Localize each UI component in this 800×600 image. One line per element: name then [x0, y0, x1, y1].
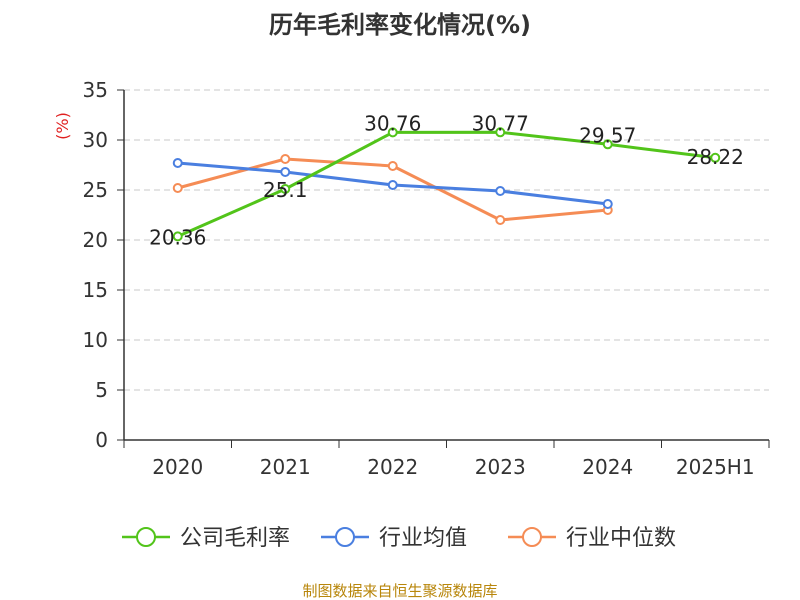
source-note: 制图数据来自恒生聚源数据库 [302, 582, 497, 600]
y-tick-label: 15 [83, 278, 108, 302]
series-0 [172, 127, 721, 242]
x-tick-label: 2025H1 [676, 455, 755, 479]
data-point[interactable] [172, 158, 183, 168]
legend-item-1[interactable]: 行业均值 [321, 526, 467, 551]
legend[interactable]: 公司毛利率 行业均值 行业中位数 [122, 526, 676, 551]
x-tick-label: 2020 [152, 455, 203, 479]
y-tick-label: 0 [95, 428, 108, 452]
data-point[interactable] [387, 180, 398, 190]
legend-label: 公司毛利率 [180, 526, 290, 551]
y-tick-label: 10 [83, 328, 108, 352]
data-label: 30.76 [364, 111, 421, 135]
data-point[interactable] [387, 127, 398, 138]
x-tick-label: 2024 [582, 455, 633, 479]
axes: 0 5 10 15 20 25 30 35 2020 2021 2022 2023 2024 2025H1 [83, 78, 770, 479]
data-point[interactable] [280, 167, 291, 177]
legend-swatch-marker [335, 527, 355, 547]
y-tick-label: 35 [83, 78, 108, 102]
x-tick-label: 2022 [367, 455, 418, 479]
data-point[interactable] [172, 183, 183, 193]
chart-title: 历年毛利率变化情况(%) [269, 11, 531, 39]
y-tick-label: 25 [83, 178, 108, 202]
data-point[interactable] [495, 127, 506, 138]
data-point[interactable] [602, 139, 613, 150]
data-point[interactable] [710, 152, 721, 163]
series-line [176, 130, 717, 238]
legend-label: 行业均值 [379, 526, 467, 551]
y-tick-label: 30 [83, 128, 108, 152]
data-point[interactable] [495, 215, 506, 225]
legend-swatch-marker [136, 527, 156, 547]
data-label: 30.77 [472, 111, 529, 135]
data-label: 29.57 [579, 123, 636, 147]
series-1 [172, 158, 613, 209]
x-tick-label: 2023 [475, 455, 526, 479]
data-point[interactable] [495, 186, 506, 196]
legend-label: 行业中位数 [566, 526, 676, 551]
data-point[interactable] [602, 199, 613, 209]
y-tick-label: 20 [83, 228, 108, 252]
data-label: 28.22 [687, 145, 744, 169]
data-label: 20.36 [149, 225, 206, 249]
y-axis-unit: (%) [53, 112, 72, 140]
legend-item-2[interactable]: 行业中位数 [508, 526, 676, 551]
data-point[interactable] [387, 161, 398, 171]
data-label: 25.1 [263, 178, 308, 202]
legend-swatch-marker [522, 527, 542, 547]
x-tick-label: 2021 [260, 455, 311, 479]
data-labels: 20.36 25.1 30.76 30.77 29.57 28.22 [149, 111, 744, 249]
data-point[interactable] [172, 231, 183, 242]
series-lines [172, 127, 721, 242]
data-point[interactable] [280, 154, 291, 164]
y-tick-label: 5 [95, 378, 108, 402]
grid-lines [124, 89, 769, 391]
legend-item-0[interactable]: 公司毛利率 [122, 526, 290, 551]
data-point[interactable] [280, 184, 291, 194]
